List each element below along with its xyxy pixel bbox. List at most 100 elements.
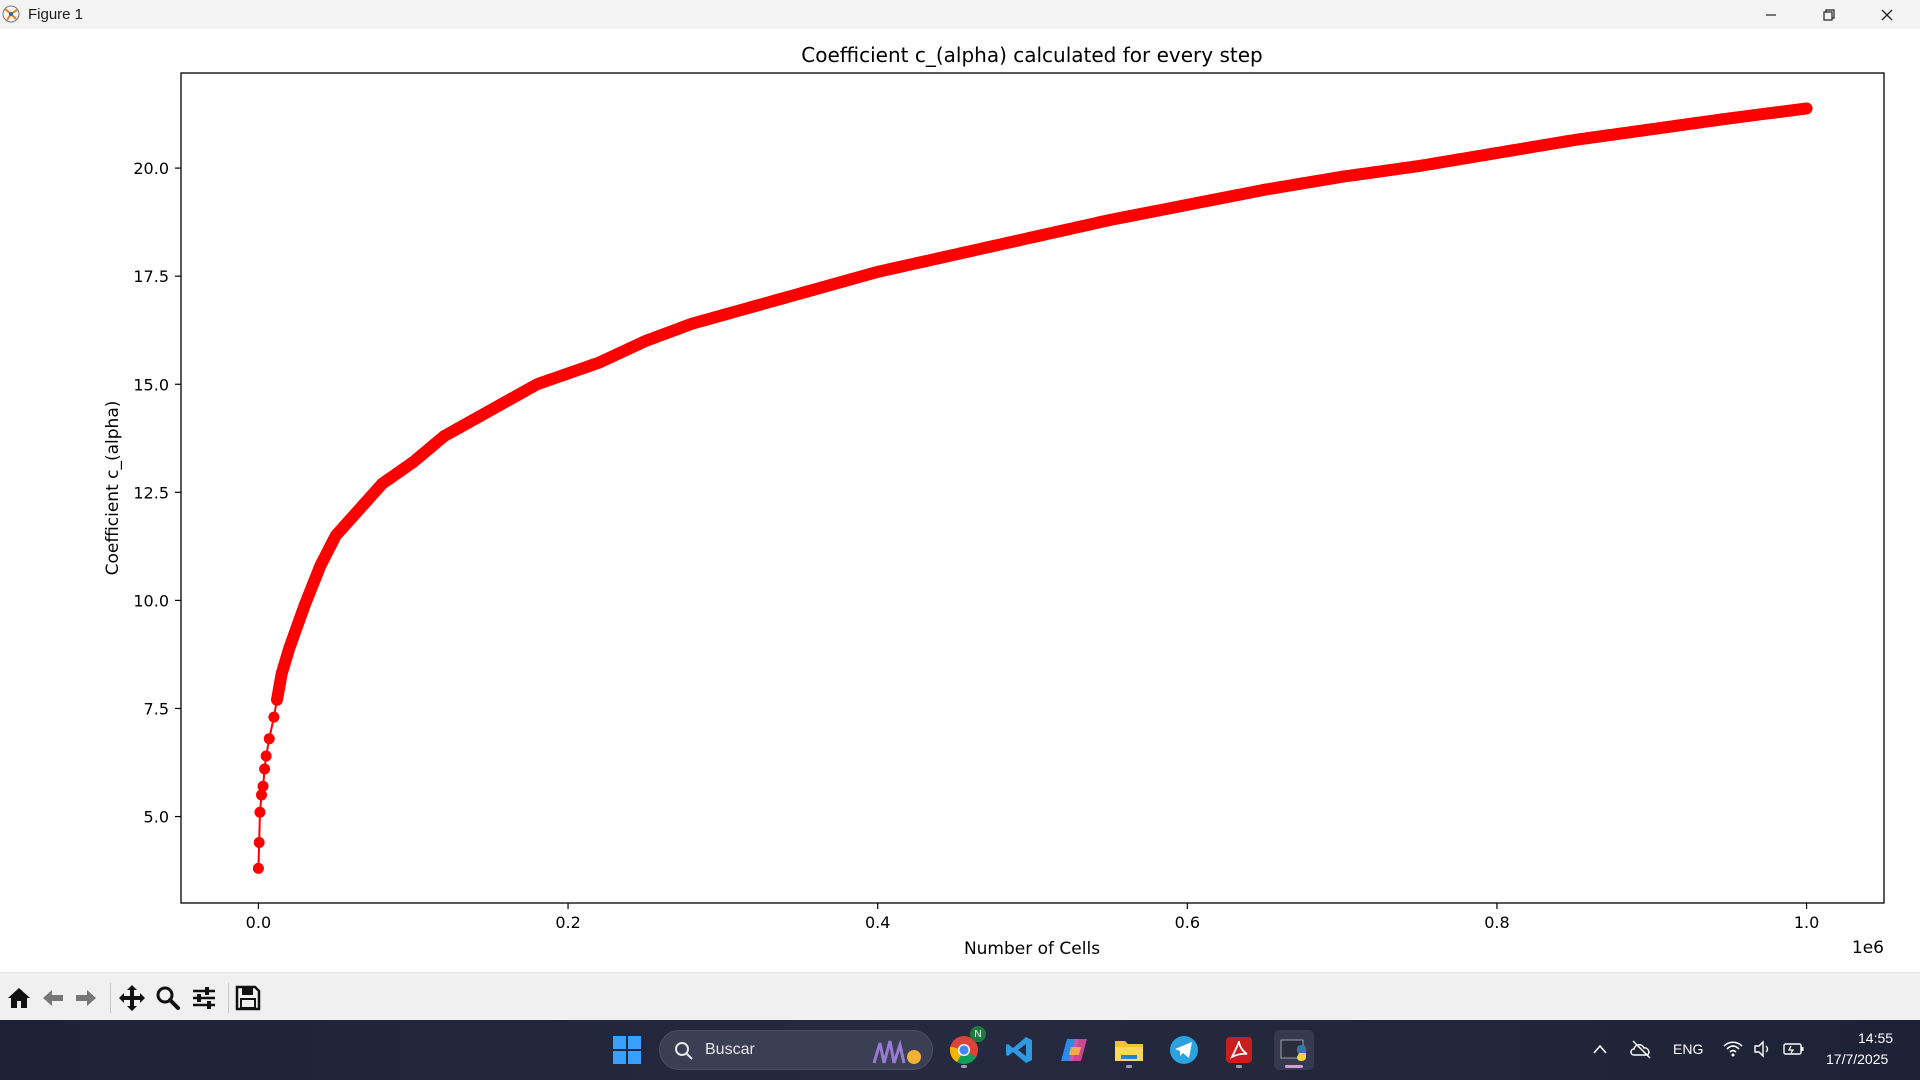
chrome-profile-badge: N [970,1026,986,1042]
taskbar-file-explorer[interactable] [1109,1030,1149,1070]
data-point [438,430,450,442]
x-tick-label: 0.4 [865,913,890,932]
data-point [810,283,822,295]
zoom-icon [156,986,180,1010]
data-point [299,599,311,611]
taskbar: Buscar N [0,1020,1920,1080]
data-point [254,806,266,818]
file-explorer-icon [1115,1041,1143,1061]
data-point [1181,199,1193,211]
window-titlebar: Figure 1 [0,0,1920,29]
back-button[interactable] [38,983,68,1013]
matplotlib-toolbar [0,972,1920,1021]
minimize-button[interactable] [1742,0,1800,29]
save-icon [235,985,261,1011]
data-point [256,789,268,801]
axes-frame [180,72,1885,904]
data-point [1027,231,1038,243]
close-button[interactable] [1858,0,1916,29]
data-point [276,668,288,680]
y-tick-label: 17.5 [133,267,169,286]
data-point [1646,123,1658,135]
taskbar-chrome[interactable]: N [944,1026,986,1070]
chart-title: Coefficient c_(alpha) calculated for eve… [801,43,1262,67]
data-point [593,357,605,369]
data-point [253,836,265,848]
taskbar-acrobat[interactable] [1219,1030,1259,1070]
window-title: Figure 1 [28,6,84,23]
forward-icon [76,990,96,1006]
toolbar-separator [110,983,111,1013]
taskbar-search[interactable]: Buscar [659,1030,933,1070]
data-point [686,318,698,330]
data-point [872,266,884,278]
pan-icon [119,985,145,1011]
x-tick-label: 1.0 [1794,913,1819,932]
taskbar-copilot[interactable] [1054,1030,1094,1070]
data-point [361,495,373,507]
y-tick-label: 10.0 [133,591,169,610]
start-button[interactable] [607,1030,647,1070]
save-button[interactable] [233,983,263,1013]
y-axis-ticks: 5.0 7.5 10.0 12.5 15.0 17.5 20.0 [133,159,181,827]
chrome-icon [949,1036,978,1064]
y-tick-label: 5.0 [144,808,169,827]
battery-icon[interactable] [1783,1042,1805,1056]
data-point [949,249,961,261]
data-point [252,862,264,874]
forward-button[interactable] [71,983,101,1013]
data-point [268,711,280,723]
data-point [1259,184,1271,196]
y-axis-label: Coefficient c_(alpha) [103,401,123,576]
series-line [257,107,1807,869]
data-point [1723,112,1735,124]
x-tick-label: 0.2 [555,913,580,932]
restore-button[interactable] [1800,0,1858,29]
clock-date[interactable]: 17/7/2025 [1826,1051,1889,1067]
matplotlib-app-icon [2,5,20,23]
data-point [1414,160,1426,172]
home-button[interactable] [4,983,34,1013]
data-point [763,296,775,308]
clock-time[interactable]: 14:55 [1858,1030,1894,1046]
configure-subplots-icon [193,987,215,1009]
zoom-button[interactable] [153,983,183,1013]
taskbar-vscode[interactable] [999,1030,1039,1070]
data-point [1568,134,1580,146]
x-axis-offset-text: 1e6 [1852,938,1884,958]
wifi-icon[interactable] [1723,1040,1743,1058]
data-point [1336,171,1348,183]
toolbar-separator [228,983,229,1013]
configure-subplots-button[interactable] [189,983,219,1013]
active-indicator [1285,1065,1303,1068]
volume-icon[interactable] [1753,1040,1771,1058]
copilot-icon [1061,1039,1087,1061]
x-tick-label: 0.6 [1175,913,1200,932]
data-point [1491,147,1503,159]
figure-canvas[interactable]: Coefficient c_(alpha) calculated for eve… [0,29,1920,972]
taskbar-telegram[interactable] [1164,1030,1204,1070]
language-indicator[interactable]: ENG [1673,1041,1704,1057]
data-point [1104,214,1116,226]
onedrive-offline-icon[interactable] [1629,1039,1653,1059]
telegram-icon [1170,1036,1198,1064]
data-point [260,750,272,762]
y-tick-label: 15.0 [133,375,169,394]
search-icon [675,1042,693,1060]
pan-button[interactable] [117,983,147,1013]
search-highlight-icon [872,1039,921,1064]
show-hidden-icons-icon[interactable] [1592,1042,1608,1056]
data-point [407,456,419,468]
minimize-icon [1766,13,1776,16]
back-icon [43,990,63,1006]
data-point [469,413,481,425]
python-figure-icon [1280,1039,1306,1061]
data-point [717,309,729,321]
x-axis-ticks: 0.0 0.2 0.4 0.6 0.8 1.0 [246,903,1819,932]
data-point [531,378,543,390]
start-icon [613,1036,641,1064]
y-tick-label: 7.5 [144,699,169,718]
data-point [562,367,574,379]
data-point [376,478,388,490]
taskbar-python-figure[interactable] [1274,1030,1314,1070]
